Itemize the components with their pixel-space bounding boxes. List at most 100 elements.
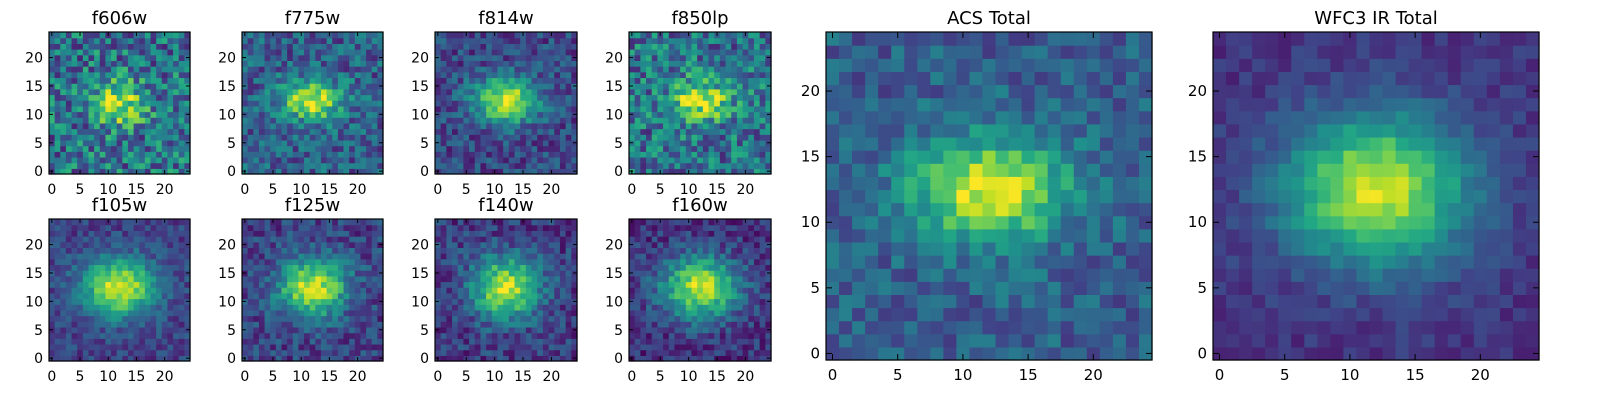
heatmap-cell [281, 349, 288, 356]
heatmap-cell [253, 88, 260, 96]
heatmap-cell [452, 105, 459, 113]
heatmap-cell [247, 230, 254, 237]
heatmap-cell [156, 224, 163, 231]
heatmap-cell [525, 145, 533, 152]
heatmap-cell [298, 117, 305, 124]
heatmap-cell [759, 151, 766, 158]
heatmap-cell [491, 343, 499, 351]
heatmap-cell [349, 338, 356, 345]
heatmap-cell [469, 94, 476, 101]
heatmap-cell [309, 343, 316, 351]
heatmap-cell [542, 258, 550, 266]
heatmap-cell [304, 60, 311, 67]
heatmap-cell [742, 77, 749, 84]
heatmap-cell [144, 332, 152, 339]
heatmap-cell [486, 219, 493, 226]
heatmap-cell [54, 292, 61, 300]
heatmap-cell [668, 122, 676, 130]
heatmap-cell [105, 71, 112, 79]
x-tick-label: 0 [240, 182, 249, 198]
heatmap-cell [457, 66, 464, 73]
heatmap-cell [765, 32, 772, 39]
heatmap-cell [748, 281, 755, 288]
heatmap-cell [748, 151, 755, 158]
heatmap-cell [765, 60, 772, 67]
heatmap-cell [463, 145, 470, 152]
heatmap-cell [680, 128, 687, 135]
heatmap-cell [714, 77, 721, 84]
heatmap-cell [292, 37, 299, 44]
heatmap-cell [674, 292, 681, 300]
heatmap-cell [315, 230, 322, 237]
heatmap-cell [133, 309, 140, 317]
heatmap-cell [304, 134, 311, 141]
heatmap-cell [668, 134, 676, 141]
heatmap-cell [759, 54, 766, 61]
x-tick-label: 20 [543, 182, 561, 198]
heatmap-cell [480, 343, 487, 351]
heatmap-cell [127, 241, 135, 248]
heatmap-cell [640, 315, 647, 322]
heatmap-cell [753, 315, 761, 322]
heatmap-cell [65, 241, 73, 248]
heatmap-cell [736, 321, 744, 328]
heatmap-cell [298, 151, 305, 158]
heatmap-cell [559, 326, 567, 334]
heatmap-cell [491, 236, 499, 243]
heatmap-cell [731, 338, 738, 345]
heatmap-cell [105, 287, 112, 294]
heatmap-cell [640, 128, 647, 135]
heatmap-cell [629, 321, 636, 328]
heatmap-cell [736, 122, 744, 130]
heatmap-cell [508, 162, 516, 169]
heatmap-cell [49, 105, 56, 113]
heatmap-cell [161, 349, 169, 356]
heatmap-cell [315, 60, 322, 67]
heatmap-cell [173, 230, 180, 237]
heatmap-cell [304, 43, 311, 50]
heatmap-cell [264, 139, 271, 147]
heatmap-cell [173, 88, 180, 96]
heatmap-cell [258, 156, 266, 164]
heatmap-cell [548, 37, 555, 44]
heatmap-cell [337, 343, 345, 351]
heatmap-cell [343, 117, 350, 124]
heatmap-cell [548, 100, 555, 107]
heatmap-cell [139, 219, 146, 226]
heatmap-cell [559, 145, 567, 152]
x-tick-label: 20 [737, 182, 755, 198]
heatmap-cell [480, 168, 487, 175]
heatmap-cell [571, 105, 578, 113]
heatmap-cell [759, 100, 766, 107]
heatmap-cell [463, 156, 470, 164]
heatmap-cell [354, 264, 362, 271]
heatmap-cell [275, 117, 283, 124]
heatmap-cell [156, 151, 163, 158]
heatmap-cell [161, 230, 169, 237]
heatmap-cell [133, 241, 140, 248]
heatmap-cell [247, 100, 254, 107]
heatmap-cell [640, 100, 647, 107]
heatmap-cell [514, 247, 521, 254]
heatmap-cell [640, 77, 647, 84]
heatmap-cell [82, 349, 90, 356]
heatmap-cell [377, 349, 384, 356]
heatmap-cell [139, 168, 146, 175]
heatmap-cell [520, 264, 527, 271]
heatmap-cell [77, 94, 84, 101]
heatmap-cell [554, 32, 561, 39]
heatmap-cell [503, 338, 510, 345]
heatmap-cell [736, 117, 744, 124]
heatmap-cell [736, 287, 744, 294]
heatmap-cell [292, 321, 299, 328]
heatmap-cell [463, 332, 470, 339]
heatmap-cell [133, 49, 140, 56]
heatmap-cell [554, 139, 561, 147]
heatmap-cell [320, 71, 328, 79]
heatmap-cell [65, 43, 73, 50]
heatmap-cell [292, 77, 299, 84]
heatmap-cell [82, 292, 90, 300]
heatmap-cell [122, 83, 129, 90]
heatmap-cell [366, 230, 373, 237]
heatmap-cell [759, 60, 766, 67]
